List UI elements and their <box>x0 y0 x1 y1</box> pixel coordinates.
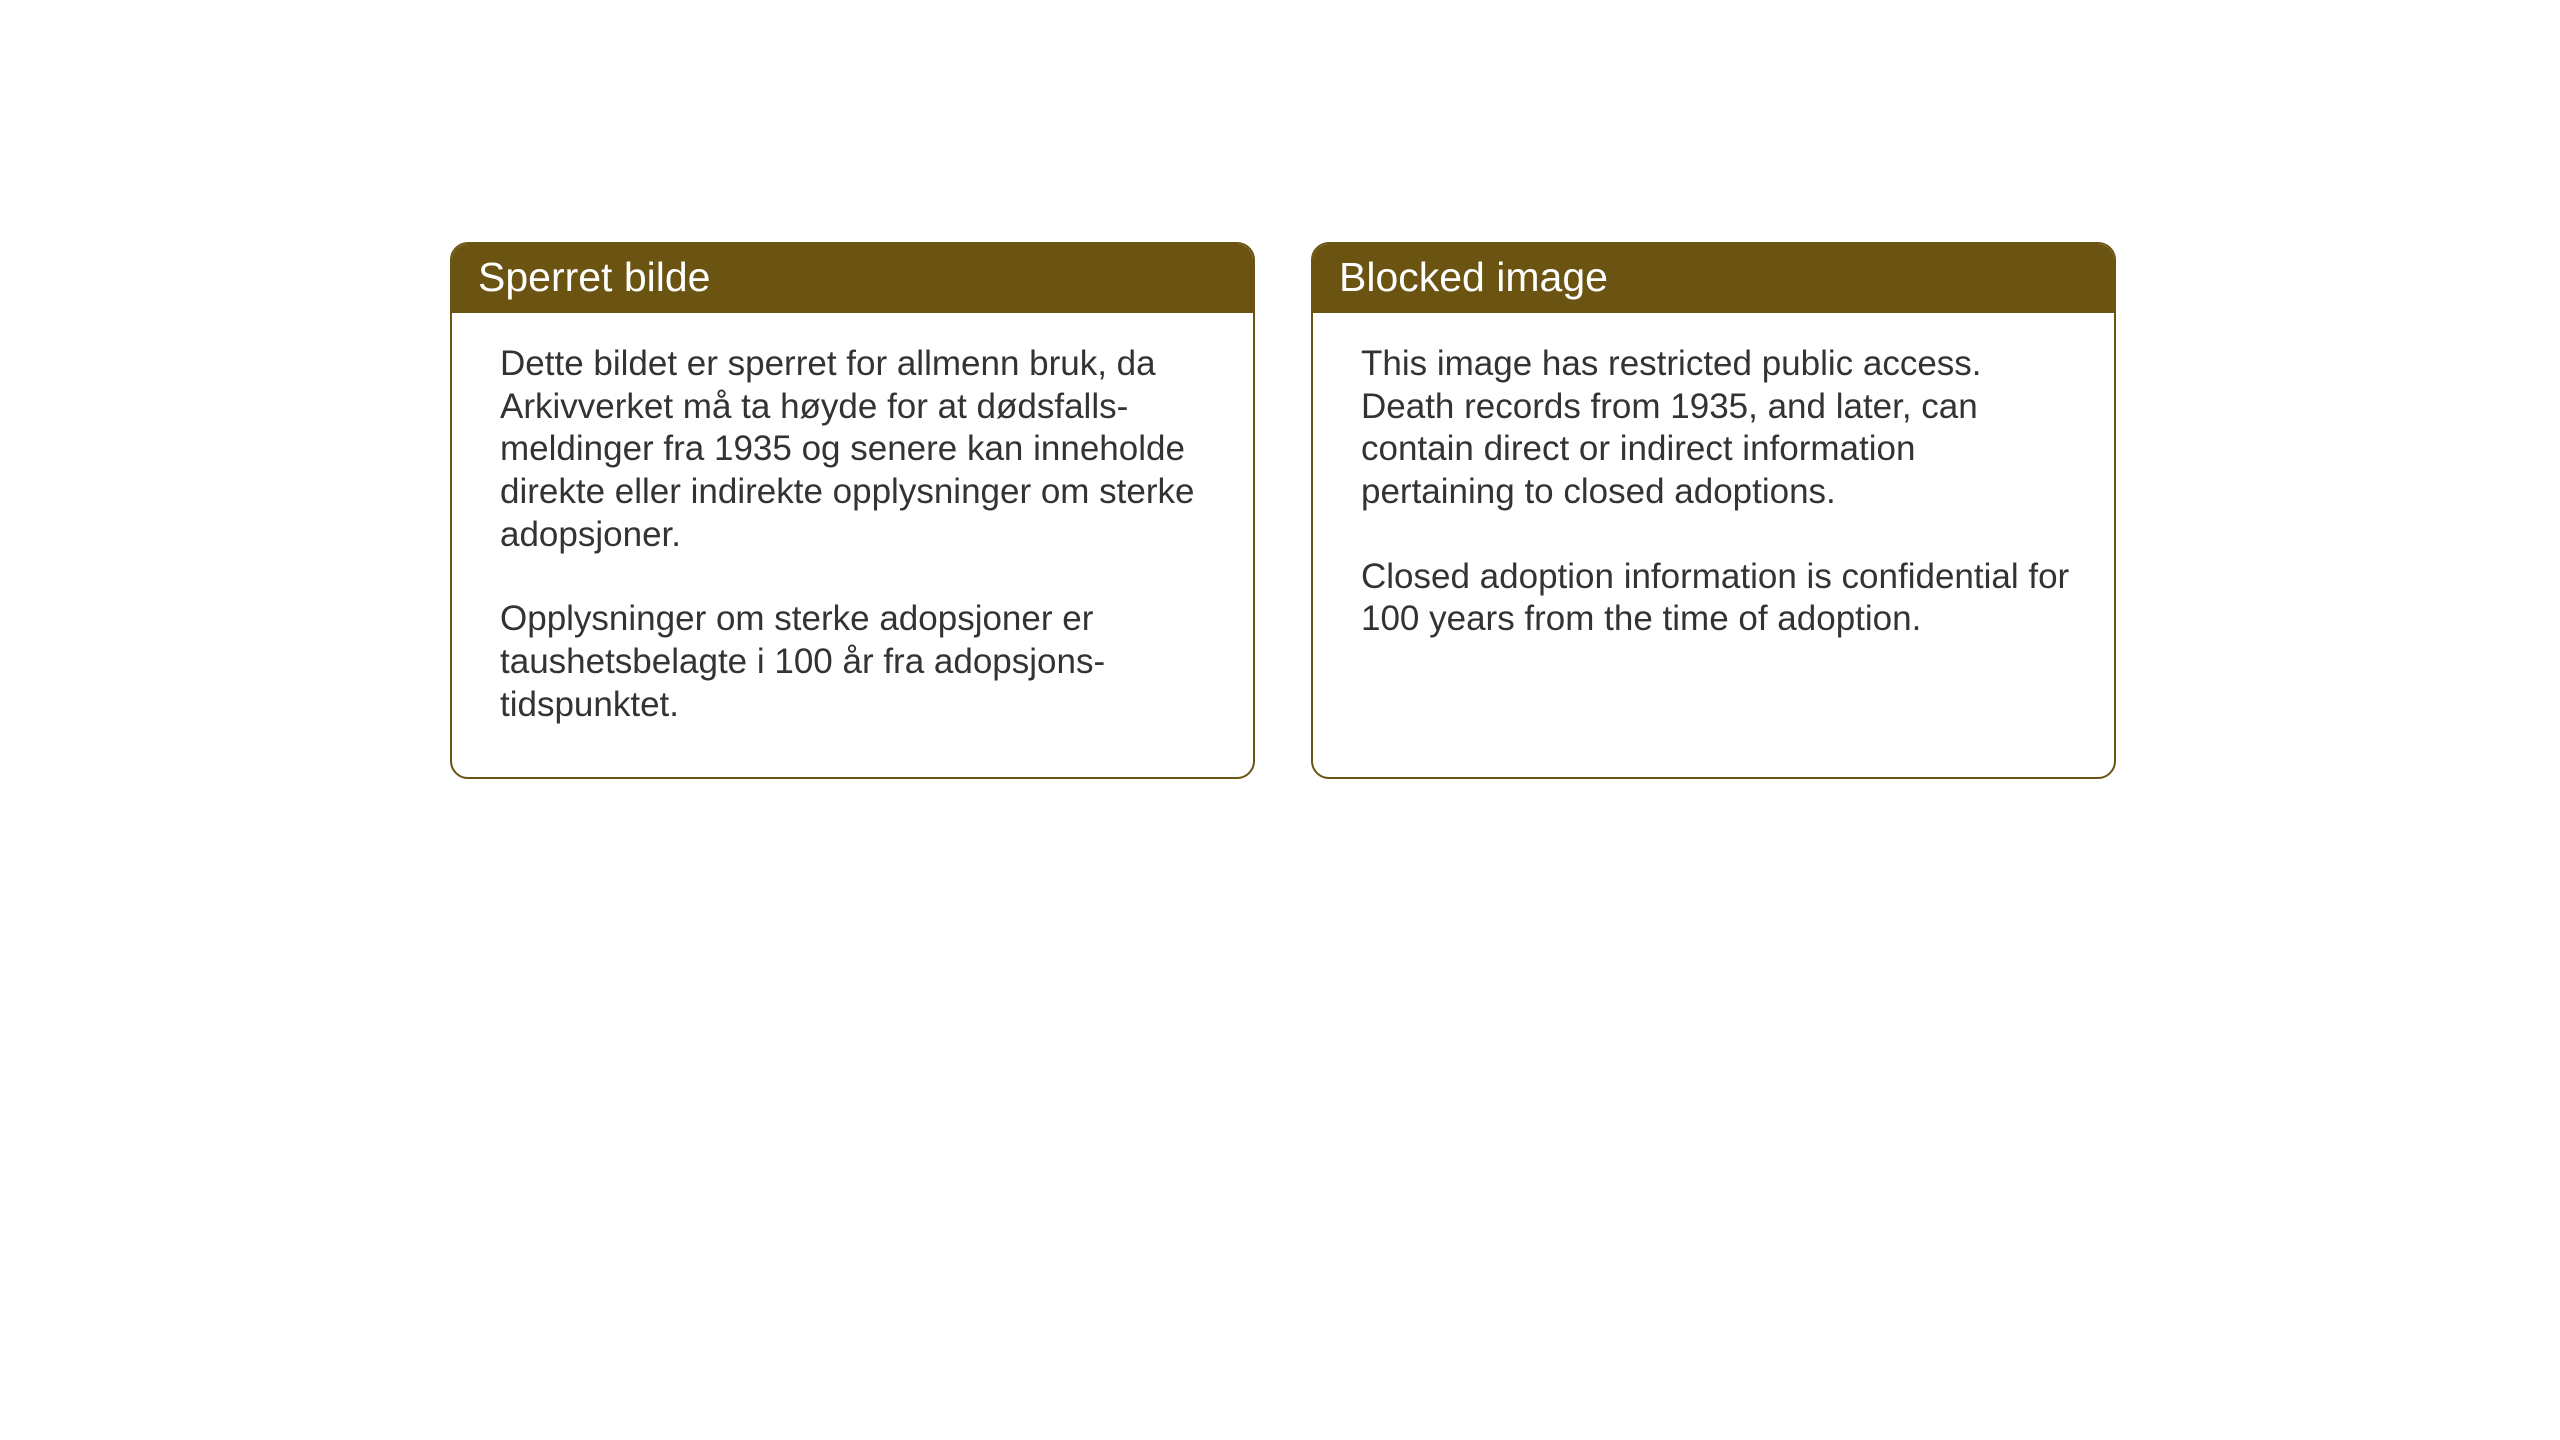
cards-container: Sperret bilde Dette bildet er sperret fo… <box>0 0 2560 779</box>
card-paragraph: This image has restricted public access.… <box>1361 343 2074 514</box>
card-paragraph: Dette bildet er sperret for allmenn bruk… <box>500 343 1213 556</box>
card-header-english: Blocked image <box>1313 244 2114 313</box>
card-english: Blocked image This image has restricted … <box>1311 242 2116 779</box>
card-header-norwegian: Sperret bilde <box>452 244 1253 313</box>
card-paragraph: Closed adoption information is confident… <box>1361 556 2074 641</box>
card-body-norwegian: Dette bildet er sperret for allmenn bruk… <box>452 313 1253 777</box>
card-norwegian: Sperret bilde Dette bildet er sperret fo… <box>450 242 1255 779</box>
card-paragraph: Opplysninger om sterke adopsjoner er tau… <box>500 598 1213 726</box>
card-body-english: This image has restricted public access.… <box>1313 313 2114 691</box>
